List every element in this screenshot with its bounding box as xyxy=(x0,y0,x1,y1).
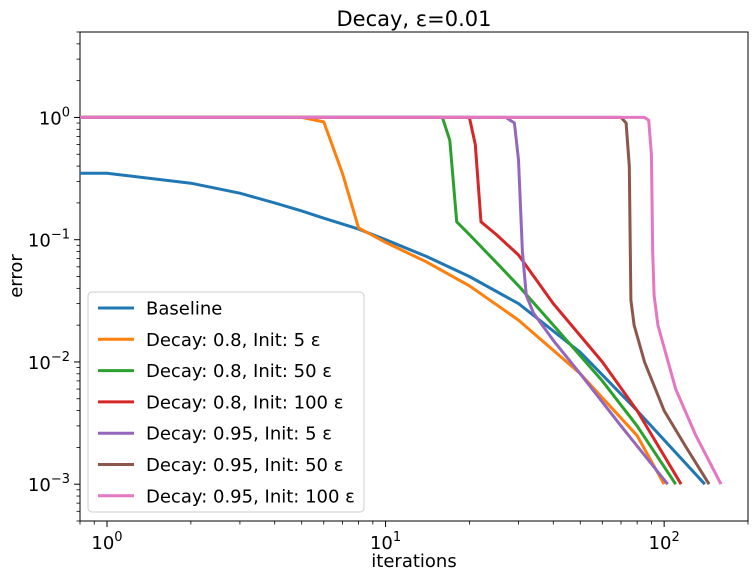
series-line-3 xyxy=(80,115,683,485)
x-axis-ticks: 100 101 102 xyxy=(79,521,749,554)
y-tick-label-exponent: −1 xyxy=(51,228,70,243)
legend-label-2: Decay: 0.8, Init: 50 ε xyxy=(146,361,332,382)
legend-box xyxy=(87,291,365,513)
x-tick-label-exponent: 0 xyxy=(114,530,122,545)
legend-label-5: Decay: 0.95, Init: 50 ε xyxy=(146,455,343,476)
y-tick-label-exponent: −3 xyxy=(51,472,70,487)
x-tick-label-exponent: 1 xyxy=(393,530,401,545)
x-tick-label: 101 xyxy=(370,530,401,554)
y-tick-label-base: 10 xyxy=(39,108,62,129)
series-line-4 xyxy=(80,115,669,486)
legend-label-0: Baseline xyxy=(146,299,222,320)
legend-label-6: Decay: 0.95, Init: 100 ε xyxy=(146,486,355,507)
y-tick-label: 10−2 xyxy=(28,350,70,374)
y-tick-label: 10−1 xyxy=(28,228,70,252)
y-tick-label-base: 10 xyxy=(28,475,51,496)
y-tick-label: 10−3 xyxy=(28,472,70,496)
legend-label-4: Decay: 0.95, Init: 5 ε xyxy=(146,424,332,445)
series-line-2 xyxy=(80,115,677,486)
legend-label-3: Decay: 0.8, Init: 100 ε xyxy=(146,392,343,413)
x-tick-label: 100 xyxy=(91,530,122,554)
series-line-6 xyxy=(80,115,723,485)
legend-label-1: Decay: 0.8, Init: 5 ε xyxy=(146,330,321,351)
x-tick-label-base: 10 xyxy=(370,533,393,554)
y-axis-label: error xyxy=(6,254,27,298)
x-tick-label-base: 10 xyxy=(649,533,672,554)
y-tick-label-exponent: 0 xyxy=(62,105,70,120)
series-line-5 xyxy=(80,115,711,485)
y-tick-label-base: 10 xyxy=(28,353,51,374)
y-tick-label: 100 xyxy=(39,105,70,129)
x-axis-label: iterations xyxy=(371,551,456,572)
x-tick-label-base: 10 xyxy=(91,533,114,554)
x-tick-label-exponent: 2 xyxy=(671,530,679,545)
x-tick-label: 102 xyxy=(649,530,680,554)
y-tick-label-base: 10 xyxy=(28,231,51,252)
chart-title: Decay, ε=0.01 xyxy=(337,7,492,31)
legend: Baseline Decay: 0.8, Init: 5 ε Decay: 0.8,… xyxy=(87,291,365,513)
y-tick-label-exponent: −2 xyxy=(51,350,70,365)
series-lines xyxy=(80,115,723,486)
